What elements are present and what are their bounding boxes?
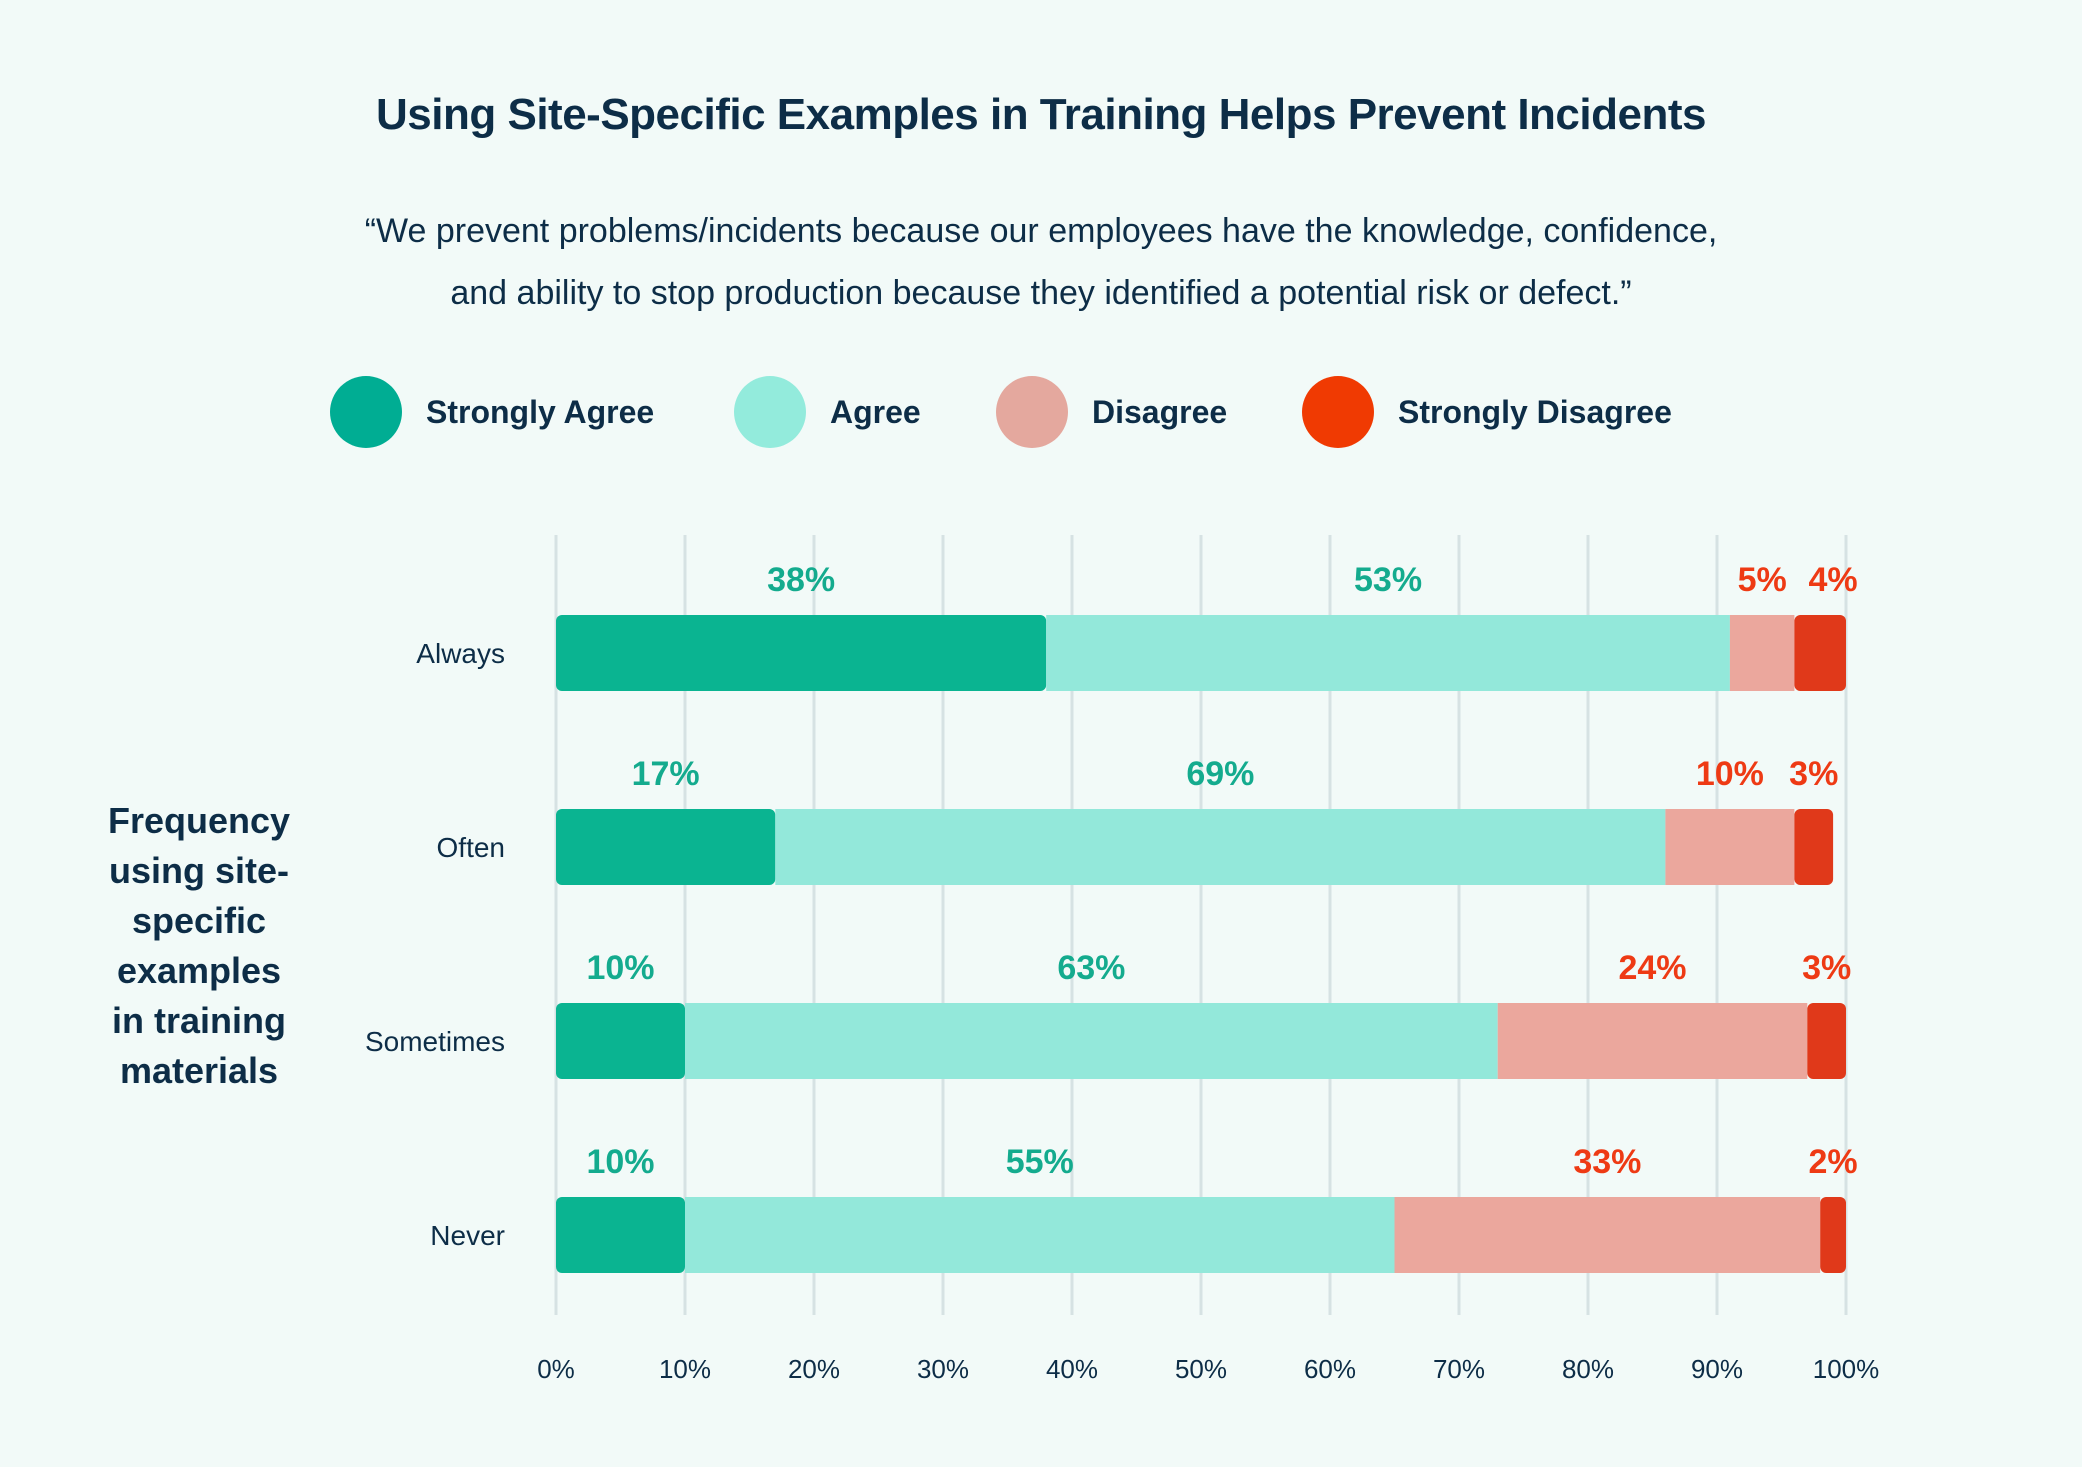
x-tick-label: 90%: [1691, 1354, 1743, 1384]
bar-segment-strongly-disagree: [1794, 615, 1846, 691]
bar-segment-agree: [1046, 615, 1730, 691]
legend-label: Disagree: [1092, 393, 1228, 430]
data-label: 10%: [586, 1143, 654, 1181]
y-axis-title-line: examples: [116, 950, 282, 991]
bar-segment-agree: [685, 1197, 1395, 1273]
bar-segment-strongly-disagree: [1794, 809, 1834, 885]
x-tick-label: 10%: [659, 1354, 711, 1384]
data-label: 5%: [1738, 561, 1787, 599]
x-tick-label: 40%: [1046, 1354, 1098, 1384]
x-tick-label: 0%: [537, 1354, 575, 1384]
data-label: 63%: [1057, 949, 1125, 987]
x-tick-label: 20%: [788, 1354, 840, 1384]
legend-label: Agree: [830, 393, 921, 430]
data-label: 3%: [1789, 755, 1838, 793]
chart-title: Using Site-Specific Examples in Training…: [376, 90, 1706, 139]
data-label: 69%: [1186, 755, 1254, 793]
bar-segment-agree: [775, 809, 1666, 885]
subtitle-line: and ability to stop production because t…: [450, 274, 1632, 312]
legend-item-strongly-disagree: Strongly Disagree: [1302, 376, 1672, 448]
data-label: 10%: [1696, 755, 1764, 793]
bar-segment-strongly-agree: [556, 1003, 685, 1079]
y-axis-title-line: in training: [112, 1000, 286, 1041]
chart-subtitle: “We prevent problems/incidents because o…: [0, 200, 2082, 324]
x-tick-label: 70%: [1433, 1354, 1485, 1384]
y-axis-title: Frequency using site- specific examples …: [74, 796, 324, 1096]
data-label: 10%: [586, 949, 654, 987]
y-axis-title-line: using site-: [108, 850, 290, 891]
data-label: 24%: [1618, 949, 1686, 987]
data-label: 53%: [1354, 561, 1422, 599]
x-tick-label: 30%: [917, 1354, 969, 1384]
bar-segment-disagree: [1497, 1003, 1808, 1079]
bar-segment-disagree: [1394, 1197, 1821, 1273]
bar-segment-strongly-agree: [556, 615, 1047, 691]
legend-swatch: [330, 376, 402, 448]
bar-segment-agree: [685, 1003, 1498, 1079]
data-label: 2%: [1809, 1143, 1858, 1181]
y-axis-title-line: Frequency: [107, 800, 291, 841]
data-label: 4%: [1809, 561, 1858, 599]
x-tick-label: 50%: [1175, 1354, 1227, 1384]
x-tick-label: 60%: [1304, 1354, 1356, 1384]
legend-item-disagree: Disagree: [996, 376, 1227, 448]
legend-label: Strongly Disagree: [1398, 393, 1672, 430]
category-label: Sometimes: [365, 1026, 505, 1057]
legend: Strongly Agree Agree Disagree Strongly D…: [0, 376, 2082, 448]
bar-segment-disagree: [1729, 615, 1795, 691]
legend-swatch: [1302, 376, 1374, 448]
y-axis-title-line: materials: [119, 1050, 279, 1091]
legend-label: Strongly Agree: [426, 393, 655, 430]
data-label: 55%: [1006, 1143, 1074, 1181]
legend-item-strongly-agree: Strongly Agree: [330, 376, 654, 448]
bar-segment-strongly-disagree: [1820, 1197, 1846, 1273]
bar-segment-strongly-disagree: [1807, 1003, 1846, 1079]
bar-segment-strongly-agree: [556, 1197, 685, 1273]
category-label: Often: [437, 832, 505, 863]
y-axis-title-line: specific: [131, 900, 267, 941]
legend-swatch: [996, 376, 1068, 448]
data-label: 3%: [1802, 949, 1851, 987]
data-label: 38%: [767, 561, 835, 599]
legend-swatch: [734, 376, 806, 448]
bar-segment-strongly-agree: [556, 809, 776, 885]
data-label: 33%: [1573, 1143, 1641, 1181]
x-tick-label: 80%: [1562, 1354, 1614, 1384]
subtitle-line: “We prevent problems/incidents because o…: [364, 212, 1718, 250]
data-label: 17%: [632, 755, 700, 793]
category-label: Never: [430, 1220, 505, 1251]
x-tick-label: 100%: [1813, 1354, 1880, 1384]
category-label: Always: [416, 638, 505, 669]
legend-item-agree: Agree: [734, 376, 921, 448]
bar-segment-disagree: [1665, 809, 1795, 885]
